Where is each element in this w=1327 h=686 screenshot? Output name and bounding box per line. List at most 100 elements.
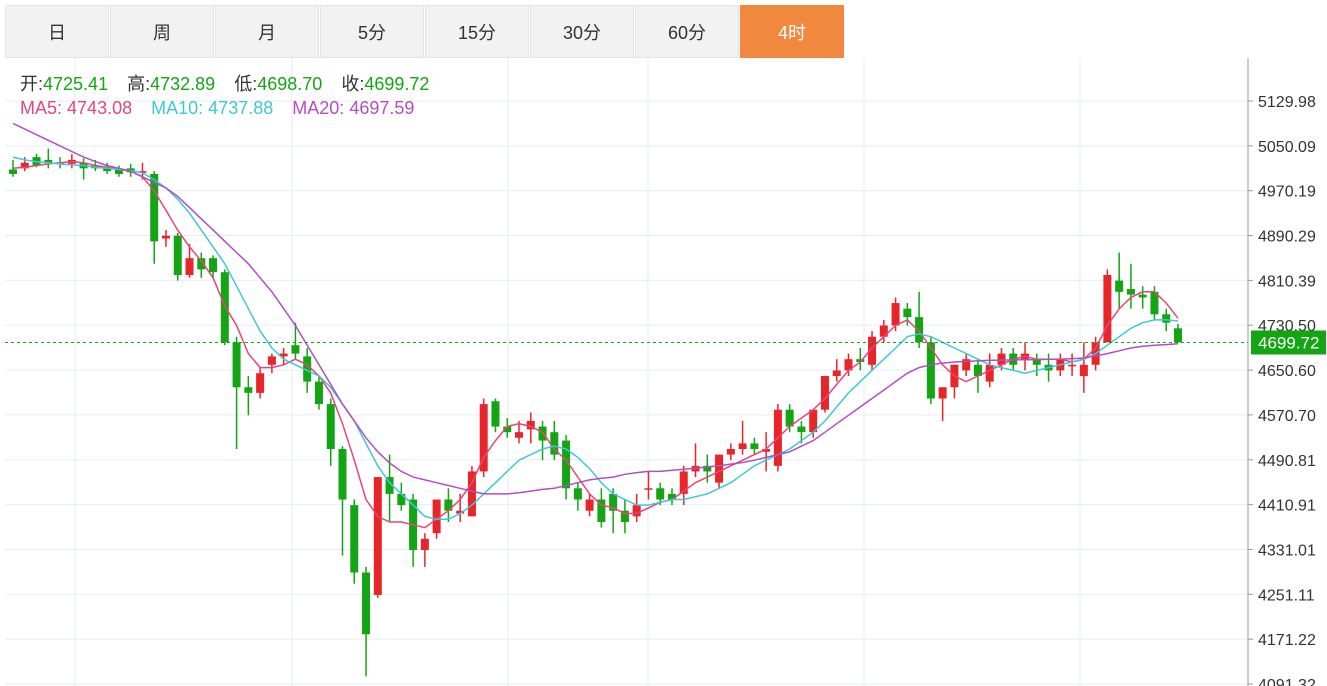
ma5-value: 4743.08	[67, 98, 133, 118]
candle-body	[291, 345, 300, 354]
candle-body	[962, 359, 971, 371]
candle	[314, 376, 323, 410]
candle-body	[809, 409, 818, 433]
candle	[620, 499, 629, 534]
tab-week[interactable]: 周	[110, 5, 214, 58]
tab-month[interactable]: 月	[215, 5, 319, 58]
candle	[832, 359, 841, 382]
candle	[609, 488, 618, 534]
candle-body	[926, 342, 935, 399]
candle	[1103, 269, 1112, 343]
candle-body	[844, 359, 853, 371]
candle	[726, 443, 735, 461]
candle-body	[585, 499, 594, 511]
candle-body	[467, 471, 476, 517]
candle-body	[244, 387, 253, 393]
candle	[9, 159, 17, 177]
timeframe-tabs: 日 周 月 5分 15分 30分 60分 4时	[5, 5, 845, 58]
low-value: 4698.70	[257, 74, 323, 94]
candle-body	[326, 404, 335, 449]
open-value: 4725.41	[43, 74, 109, 94]
candle	[397, 482, 406, 511]
tab-day[interactable]: 日	[5, 5, 109, 58]
candle	[632, 493, 641, 522]
candle-body	[314, 381, 323, 405]
candle	[256, 367, 265, 399]
candle-body	[456, 510, 465, 514]
candle	[326, 398, 335, 466]
candle	[362, 566, 371, 677]
candle-body	[173, 235, 182, 275]
candle-body	[197, 258, 206, 270]
candle-body	[762, 448, 771, 452]
price-axis: 5129.985050.094970.194890.294810.394730.…	[5, 58, 1326, 686]
candle-body	[1162, 314, 1171, 323]
candle-body	[715, 454, 724, 483]
candle	[762, 432, 771, 472]
candle	[538, 420, 547, 461]
candle-body	[209, 258, 218, 273]
candle-body	[856, 359, 865, 362]
candle-body	[1150, 291, 1159, 315]
candle-body	[479, 404, 488, 472]
candle-body	[161, 235, 170, 239]
candle	[197, 252, 206, 278]
candle-body	[279, 353, 288, 357]
tab-15min[interactable]: 15分	[425, 5, 529, 58]
candle	[1126, 263, 1135, 309]
candle	[656, 482, 665, 506]
ma10-line	[12, 156, 1179, 520]
candle-body	[420, 538, 429, 551]
candle	[844, 353, 853, 377]
candle-body	[620, 510, 629, 522]
candle-body	[915, 317, 924, 343]
candle-body	[703, 465, 712, 472]
candle-body	[973, 364, 982, 377]
candle-body	[1103, 274, 1112, 343]
candle-body	[267, 356, 276, 365]
candle-body	[1174, 328, 1182, 343]
candle-body	[1079, 364, 1088, 377]
candle	[585, 493, 594, 517]
candle	[1174, 323, 1182, 343]
ma20-value: 4697.59	[349, 98, 415, 118]
y-tick-label: 4410.91	[1258, 498, 1316, 515]
candle-body	[832, 370, 841, 377]
candle-body	[656, 488, 665, 500]
candle-body	[644, 488, 653, 490]
y-tick-label: 5129.98	[1258, 94, 1316, 111]
candle	[1138, 286, 1147, 309]
candle	[232, 336, 241, 449]
candle	[479, 398, 488, 478]
candle-body	[868, 336, 877, 365]
candle	[444, 488, 453, 522]
tab-60min[interactable]: 60分	[635, 5, 739, 58]
candle-body	[491, 401, 500, 427]
candle-body	[632, 505, 641, 517]
candle	[526, 412, 535, 444]
candle-body	[338, 448, 347, 500]
candle	[550, 420, 559, 461]
y-tick-label: 4490.81	[1258, 453, 1316, 470]
candle	[962, 353, 971, 377]
candle	[291, 322, 300, 360]
candle	[797, 420, 806, 444]
candle	[150, 171, 159, 264]
tab-5min[interactable]: 5分	[320, 5, 424, 58]
candle-body	[797, 426, 806, 433]
candle	[1115, 252, 1124, 309]
high-label: 高:	[127, 74, 151, 94]
candle-body	[667, 493, 676, 500]
candle-body	[397, 493, 406, 506]
tab-4hour[interactable]: 4时	[740, 5, 844, 58]
candle	[373, 477, 382, 598]
close-value: 4699.72	[364, 74, 430, 94]
candle	[703, 454, 712, 483]
candle-body	[503, 426, 512, 433]
y-tick-label: 4251.11	[1258, 587, 1315, 604]
ma20-line	[12, 122, 1179, 495]
candle-body	[750, 443, 759, 449]
y-tick-label: 4650.60	[1258, 363, 1316, 380]
candle	[738, 420, 747, 455]
tab-30min[interactable]: 30分	[530, 5, 634, 58]
